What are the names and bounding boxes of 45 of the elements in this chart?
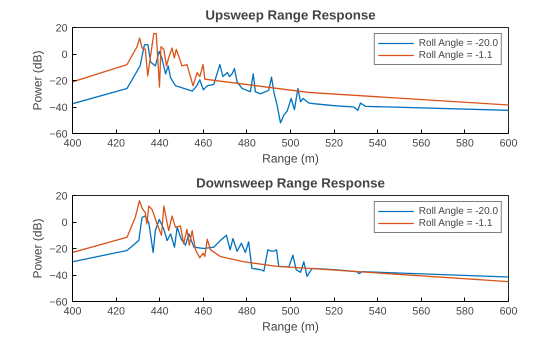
- y-tick-label: 0: [62, 217, 68, 229]
- x-tick-label: 520: [325, 306, 344, 318]
- y-axis-title: Power (dB): [30, 218, 44, 279]
- x-tick-label: 540: [368, 138, 387, 150]
- x-tick-label: 400: [64, 138, 82, 150]
- y-tick-label: −60: [49, 128, 68, 140]
- x-tick-label: 580: [456, 138, 474, 150]
- x-tick-label: 420: [107, 306, 126, 318]
- x-tick-label: 560: [412, 138, 430, 150]
- y-tick-label: −20: [49, 76, 68, 88]
- legend-label: Roll Angle = -1.1: [418, 49, 492, 61]
- x-tick-label: 400: [64, 306, 82, 318]
- line-series: [72, 32, 508, 106]
- x-tick-label: 560: [412, 306, 430, 318]
- y-tick-label: −60: [49, 296, 68, 308]
- chart-title: Upsweep Range Response: [205, 8, 376, 22]
- chart-title: Downsweep Range Response: [196, 176, 385, 190]
- x-tick-label: 460: [194, 306, 212, 318]
- x-tick-label: 480: [238, 306, 256, 318]
- x-tick-label: 600: [500, 306, 518, 318]
- x-tick-label: 500: [282, 306, 300, 318]
- x-tick-label: 580: [456, 306, 474, 318]
- y-tick-label: 20: [56, 22, 68, 34]
- x-tick-label: 540: [368, 306, 387, 318]
- line-series: [72, 200, 508, 282]
- legend-label: Roll Angle = -1.1: [418, 217, 492, 229]
- x-tick-label: 480: [238, 138, 256, 150]
- x-tick-label: 440: [150, 306, 169, 318]
- line-series: [72, 215, 508, 278]
- y-axis-title: Power (dB): [30, 50, 44, 111]
- x-tick-label: 500: [282, 138, 300, 150]
- x-tick-label: 520: [325, 138, 344, 150]
- x-tick-label: 420: [107, 138, 126, 150]
- x-tick-label: 460: [194, 138, 212, 150]
- legend-label: Roll Angle = -20.0: [418, 205, 498, 217]
- y-tick-label: −20: [49, 244, 68, 256]
- x-tick-label: 600: [500, 138, 518, 150]
- x-axis-title: Range (m): [262, 152, 319, 166]
- x-axis-title: Range (m): [262, 320, 319, 334]
- y-tick-label: −40: [49, 270, 68, 282]
- y-tick-label: 20: [56, 190, 68, 202]
- legend-label: Roll Angle = -20.0: [418, 37, 498, 49]
- y-tick-label: 0: [62, 49, 68, 61]
- y-tick-label: −40: [49, 102, 68, 114]
- x-tick-label: 440: [150, 138, 169, 150]
